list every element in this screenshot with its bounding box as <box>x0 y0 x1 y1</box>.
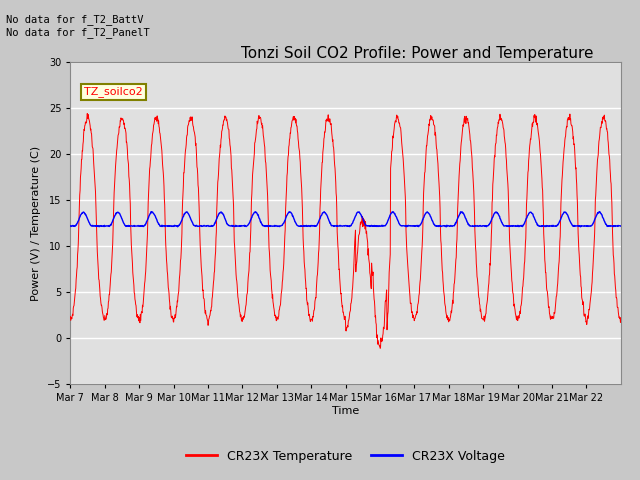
Text: Tonzi Soil CO2 Profile: Power and Temperature: Tonzi Soil CO2 Profile: Power and Temper… <box>241 46 593 61</box>
Y-axis label: Power (V) / Temperature (C): Power (V) / Temperature (C) <box>31 145 42 301</box>
Legend: CR23X Temperature, CR23X Voltage: CR23X Temperature, CR23X Voltage <box>181 445 510 468</box>
Text: TZ_soilco2: TZ_soilco2 <box>84 86 143 97</box>
X-axis label: Time: Time <box>332 406 359 416</box>
Text: No data for f_T2_BattV
No data for f_T2_PanelT: No data for f_T2_BattV No data for f_T2_… <box>6 14 150 38</box>
